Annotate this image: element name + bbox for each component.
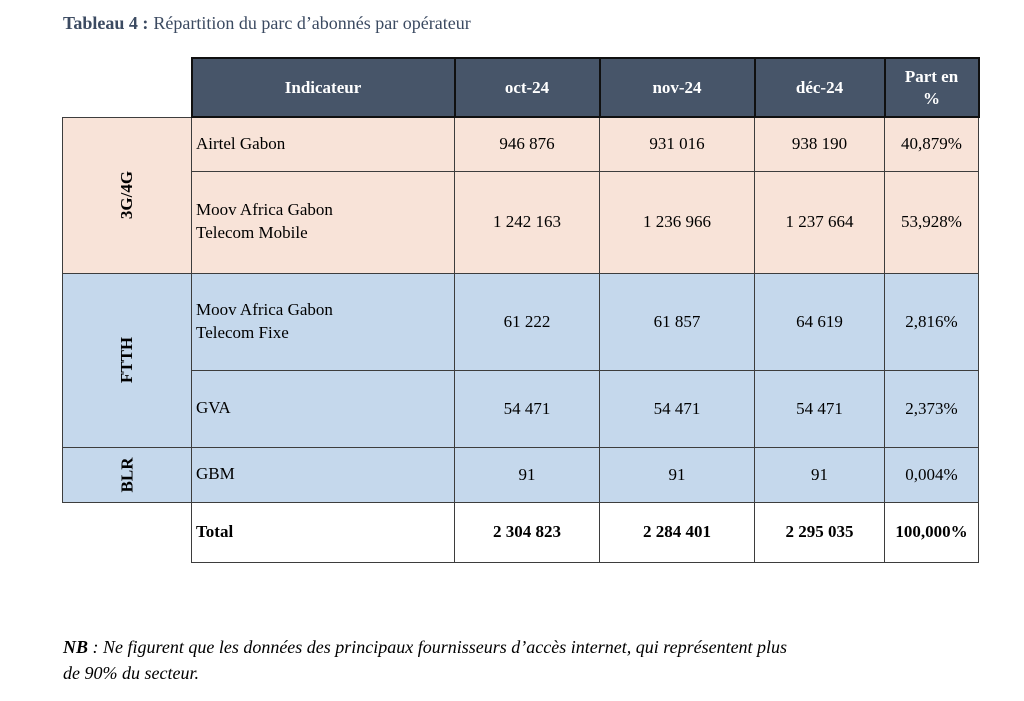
- total-label: Total: [191, 501, 455, 563]
- table-row: Moov Africa Gabon Telecom Mobile 1 242 1…: [63, 170, 979, 274]
- col-header-dec-24: déc-24: [753, 57, 886, 118]
- col-header-nov-24: nov-24: [598, 57, 756, 118]
- value-part: 40,879%: [884, 116, 979, 172]
- value-nov: 931 016: [599, 116, 755, 172]
- total-dec: 2 295 035: [754, 501, 885, 563]
- value-part: 2,373%: [884, 369, 979, 448]
- col-header-indicateur: Indicateur: [190, 57, 456, 118]
- value-oct: 91: [454, 446, 600, 503]
- operator-name: Airtel Gabon: [191, 116, 455, 172]
- total-corner-spacer: [62, 502, 192, 562]
- operator-name: GBM: [191, 446, 455, 503]
- value-dec: 938 190: [754, 116, 885, 172]
- header-corner-spacer: [62, 58, 192, 117]
- group-label-3g4g: 3G/4G: [116, 170, 136, 220]
- value-nov: 54 471: [599, 369, 755, 448]
- table-caption: Tableau 4 : Répartition du parc d’abonnés…: [63, 13, 471, 34]
- table-row: 3G/4G Airtel Gabon 946 876 931 016 938 1…: [62, 116, 979, 274]
- header-row: Indicateur oct-24 nov-24 déc-24 Part en …: [62, 57, 980, 118]
- value-oct: 946 876: [454, 116, 600, 172]
- footnote-text: : Ne figurent que les données des princi…: [63, 637, 788, 684]
- value-part: 53,928%: [884, 170, 979, 274]
- col-header-part-en-pct: Part en %: [883, 57, 980, 118]
- value-oct: 1 242 163: [454, 170, 600, 274]
- footnote-nb-label: NB: [63, 637, 89, 658]
- group-label-ftth: FTTH: [116, 336, 136, 384]
- table-row: BLR GBM 91 91 91 0,004%: [62, 446, 979, 503]
- subscribers-table: Indicateur oct-24 nov-24 déc-24 Part en …: [62, 57, 980, 563]
- group-cell-blr: BLR: [62, 446, 192, 503]
- total-nov: 2 284 401: [599, 501, 755, 563]
- value-oct: 54 471: [454, 369, 600, 448]
- operator-name: Moov Africa Gabon Telecom Mobile: [191, 170, 455, 274]
- table-caption-text: Répartition du parc d’abonnés par opérat…: [153, 13, 471, 33]
- col-header-oct-24: oct-24: [453, 57, 601, 118]
- operator-name: Moov Africa Gabon Telecom Fixe: [191, 272, 455, 371]
- total-part: 100,000%: [884, 501, 979, 563]
- value-dec: 1 237 664: [754, 170, 885, 274]
- value-part: 0,004%: [884, 446, 979, 503]
- group-cell-3g4g: 3G/4G: [62, 116, 192, 274]
- group-cell-ftth: FTTH: [62, 272, 192, 448]
- value-dec: 91: [754, 446, 885, 503]
- footnote: NB : Ne figurent que les données des pri…: [63, 608, 993, 686]
- table-row: GVA 54 471 54 471 54 471 2,373%: [63, 369, 979, 448]
- value-oct: 61 222: [454, 272, 600, 371]
- total-oct: 2 304 823: [454, 501, 600, 563]
- group-label-blr: BLR: [117, 457, 136, 492]
- value-dec: 54 471: [754, 369, 885, 448]
- value-part: 2,816%: [884, 272, 979, 371]
- value-nov: 1 236 966: [599, 170, 755, 274]
- value-dec: 64 619: [754, 272, 885, 371]
- operator-name: GVA: [191, 369, 455, 448]
- table-caption-number: Tableau 4 :: [63, 13, 149, 33]
- value-nov: 61 857: [599, 272, 755, 371]
- table-row: FTTH Moov Africa Gabon Telecom Fixe 61 2…: [62, 272, 979, 448]
- total-row: Total 2 304 823 2 284 401 2 295 035 100,…: [62, 501, 979, 563]
- value-nov: 91: [599, 446, 755, 503]
